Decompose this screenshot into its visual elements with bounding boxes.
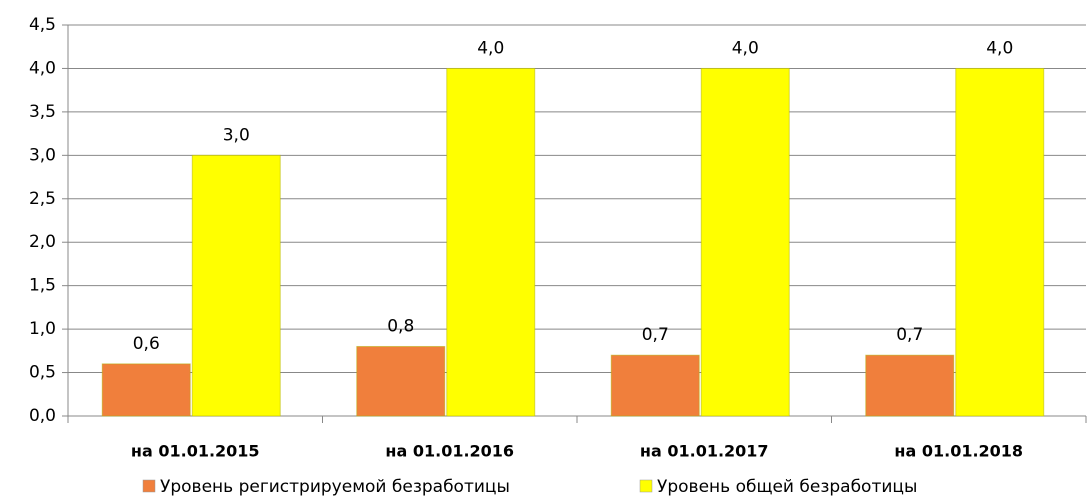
y-tick-label: 1,0 (29, 319, 56, 339)
legend-label: Уровень общей безработицы (657, 477, 917, 497)
bar (865, 354, 955, 417)
bar (610, 354, 700, 417)
data-label: 4,0 (477, 38, 504, 58)
y-tick-label: 3,0 (29, 145, 56, 165)
y-tick-label: 1,5 (29, 276, 56, 296)
data-label: 0,7 (896, 325, 923, 345)
bar (446, 67, 536, 417)
y-tick-label: 4,0 (29, 58, 56, 78)
legend-label: Уровень регистрируемой безработицы (160, 477, 510, 497)
bar (101, 363, 191, 417)
x-tick-label: на 01.01.2017 (640, 442, 769, 461)
bar (191, 154, 281, 417)
data-label: 0,7 (642, 325, 669, 345)
data-label: 0,6 (133, 334, 160, 354)
x-tick-label: на 01.01.2018 (894, 442, 1023, 461)
legend-swatch (142, 479, 156, 493)
x-tick-label: на 01.01.2015 (131, 442, 260, 461)
legend-swatch (639, 479, 653, 493)
data-label: 0,8 (387, 316, 414, 336)
data-label: 4,0 (732, 38, 759, 58)
y-tick-label: 2,5 (29, 189, 56, 209)
y-tick-label: 0,0 (29, 406, 56, 426)
y-tick-label: 0,5 (29, 363, 56, 383)
data-label: 3,0 (223, 125, 250, 145)
y-tick-label: 3,5 (29, 102, 56, 122)
bar (356, 345, 446, 417)
x-tick-label: на 01.01.2016 (385, 442, 514, 461)
y-tick-label: 4,5 (29, 15, 56, 35)
bar (955, 67, 1045, 417)
y-tick-label: 2,0 (29, 232, 56, 252)
bar (700, 67, 790, 417)
data-label: 4,0 (986, 38, 1013, 58)
